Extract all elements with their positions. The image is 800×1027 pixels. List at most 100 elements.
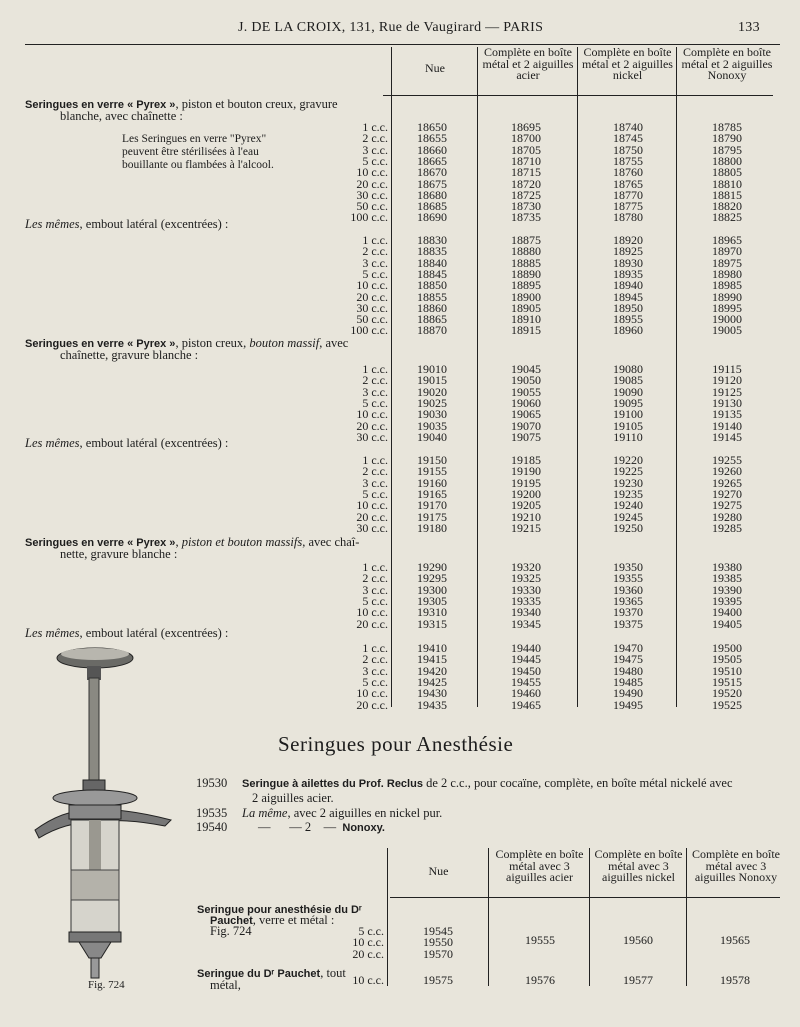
- size-label: 20 c.c.: [356, 289, 388, 304]
- catalog-number: 18840: [417, 255, 447, 270]
- catalog-number: 19365: [613, 593, 643, 608]
- catalog-number: 19230: [613, 475, 643, 490]
- catalog-number: 18650: [417, 120, 447, 134]
- catalog-number: 19495: [613, 697, 643, 712]
- catalog-number: 19425: [417, 674, 447, 689]
- section-title: Les mêmes, embout latéral (excentrées) :: [25, 217, 229, 231]
- catalog-number: 19315: [417, 616, 447, 631]
- catalog-number: 19570: [423, 946, 453, 961]
- catalog-number: 18825: [712, 210, 742, 225]
- catalog-number: 18760: [613, 165, 643, 180]
- size-label: 3 c.c.: [362, 142, 388, 157]
- item-desc: , verre et métal :: [252, 913, 335, 927]
- catalog-number: 18985: [712, 278, 742, 293]
- catalog-number: 19435: [417, 697, 447, 712]
- column-header-rule: [383, 95, 773, 96]
- figure-reference: Fig. 724: [210, 924, 252, 938]
- catalog-number: 19175: [417, 509, 447, 524]
- column-header: Complète en boîte métal avec 3 aiguilles…: [594, 847, 683, 884]
- entry-text-continued: 2 aiguilles acier.: [252, 791, 334, 805]
- catalog-number: 19455: [511, 674, 541, 689]
- catalog-number: 19430: [417, 686, 447, 701]
- catalog-number: 18690: [417, 210, 447, 225]
- item-title-text: Seringue pour anesthésie du Dʳ: [197, 904, 362, 916]
- catalog-number: 18725: [511, 187, 541, 202]
- catalog-number: 19035: [417, 418, 447, 433]
- catalog-number: 18950: [613, 300, 643, 315]
- catalog-number: 19576: [525, 973, 555, 987]
- size-label: 10 c.c.: [356, 605, 388, 620]
- header-rule: [25, 44, 780, 45]
- column-divider: [577, 47, 578, 707]
- catalog-number: 18680: [417, 187, 447, 202]
- size-label: 2 c.c.: [362, 464, 388, 479]
- section-title: Les mêmes, embout latéral (excentrées) :: [25, 627, 228, 640]
- catalog-number: 18915: [511, 323, 541, 338]
- catalog-number: 18665: [417, 153, 447, 168]
- catalog-number: 19310: [417, 605, 447, 620]
- catalog-number: 19155: [417, 464, 447, 479]
- catalog-number: 18875: [511, 233, 541, 247]
- catalog-number: 19105: [613, 418, 643, 433]
- catalog-number: 19135: [712, 407, 742, 422]
- section-title: Seringues en verre « Pyrex », piston et …: [25, 98, 338, 111]
- catalog-number: 18720: [511, 176, 541, 191]
- catalog-number: 19545: [423, 924, 453, 938]
- catalog-number: 19180: [417, 520, 447, 535]
- catalog-number: 19520: [712, 686, 742, 701]
- size-label: 2 c.c.: [362, 131, 388, 146]
- size-label: 50 c.c.: [356, 199, 388, 214]
- catalog-number: 18695: [511, 120, 541, 134]
- size-label: 100 c.c.: [350, 210, 388, 225]
- catalog-number: 19415: [417, 652, 447, 667]
- entry-ref: 19530: [196, 776, 228, 790]
- size-label: 3 c.c.: [362, 663, 388, 678]
- section-title: Seringues en verre « Pyrex », piston cre…: [25, 337, 348, 350]
- section-title-anesthesie: Seringues pour Anesthésie: [278, 732, 514, 756]
- catalog-number: 18870: [417, 323, 447, 338]
- catalog-number: 19240: [613, 498, 643, 513]
- section-title-continued: blanche, avec chaînette :: [60, 109, 183, 123]
- catalog-number: 19480: [613, 663, 643, 678]
- title-fragment: Les mêmes: [25, 436, 80, 450]
- catalog-number: 19445: [511, 652, 541, 667]
- catalog-number: 18755: [613, 153, 643, 168]
- size-label: 20 c.c.: [356, 616, 388, 631]
- page-header-title: J. DE LA CROIX, 131, Rue de Vaugirard — …: [238, 20, 544, 35]
- size-label: 5 c.c.: [358, 924, 384, 938]
- size-label: 3 c.c.: [362, 255, 388, 270]
- catalog-number: 18670: [417, 165, 447, 180]
- catalog-number: 19380: [712, 560, 742, 574]
- catalog-number: 18710: [511, 153, 541, 168]
- size-label: 20 c.c.: [356, 697, 388, 712]
- catalog-number: 19355: [613, 571, 643, 586]
- catalog-number: 18780: [613, 210, 643, 225]
- catalog-number: 18700: [511, 131, 541, 146]
- catalog-number: 18905: [511, 300, 541, 315]
- title-fragment: , embout latéral (excentrées) :: [79, 217, 229, 231]
- column-header: Complète en boîte métal et 2 aiguilles n…: [582, 45, 673, 82]
- section-title-continued: chaînette, gravure blanche :: [60, 348, 199, 362]
- title-fragment: , piston et bouton creux, gravure: [175, 97, 338, 111]
- catalog-number: 19205: [511, 498, 541, 513]
- catalog-number: 19060: [511, 395, 541, 410]
- catalog-number: 19460: [511, 686, 541, 701]
- size-label: 1 c.c.: [362, 233, 388, 247]
- catalog-number: 19375: [613, 616, 643, 631]
- size-label: 10 c.c.: [356, 407, 388, 422]
- size-label: 1 c.c.: [362, 453, 388, 467]
- catalog-number: 18920: [613, 233, 643, 247]
- item-name: Seringue du Dʳ Pauchet: [197, 968, 321, 980]
- column-header: Nue: [425, 61, 445, 75]
- catalog-number: 19385: [712, 571, 742, 586]
- page-number: 133: [738, 20, 760, 35]
- catalog-number: 19330: [511, 582, 541, 597]
- size-label: 100 c.c.: [350, 323, 388, 338]
- catalog-number: 19465: [511, 697, 541, 712]
- column-header: Complète en boîte métal et 2 aiguilles a…: [482, 45, 574, 82]
- catalog-number: 19395: [712, 593, 742, 608]
- catalog-number: 19125: [712, 384, 742, 399]
- catalog-number: 18980: [712, 266, 742, 281]
- catalog-number: 19005: [712, 323, 742, 338]
